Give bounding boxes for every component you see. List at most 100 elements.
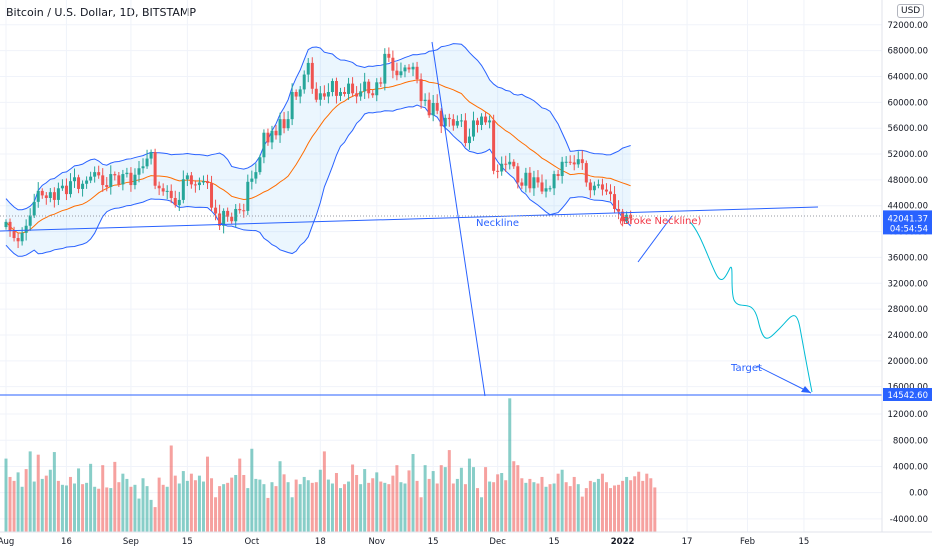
volume-bar xyxy=(338,488,342,532)
volume-bar xyxy=(439,465,443,532)
volume-bar xyxy=(218,486,222,532)
volume-bar xyxy=(645,473,649,532)
volume-bar xyxy=(480,497,484,532)
volume-bar xyxy=(371,478,375,532)
volume-bar xyxy=(330,483,334,532)
upper-band xyxy=(5,43,631,211)
price-tick-label: 32000.00 xyxy=(887,279,928,289)
annotations: Neckline (Broke Neckline) Target xyxy=(0,41,882,397)
volume-bar xyxy=(355,474,359,532)
volume-bar xyxy=(222,484,226,532)
volume-bar xyxy=(459,467,463,532)
volume-bar xyxy=(415,480,419,532)
candle-body xyxy=(52,192,56,200)
candle-body xyxy=(214,207,218,214)
volume-bar xyxy=(234,474,238,532)
volume-bar xyxy=(302,476,306,532)
volume-bar xyxy=(641,480,645,532)
time-tick-label: Nov xyxy=(368,537,385,547)
volume-bar xyxy=(488,481,492,532)
price-tick-label: 24000.00 xyxy=(887,331,928,341)
price-tick-label: 60000.00 xyxy=(887,98,928,108)
volume-bar xyxy=(383,482,387,532)
time-tick-label: 16 xyxy=(61,537,72,547)
volume-bar xyxy=(592,482,596,532)
volume-bar xyxy=(633,476,637,532)
volume-bar xyxy=(588,480,592,532)
volume-bars xyxy=(4,398,657,532)
volume-bar xyxy=(524,482,528,532)
volume-bar xyxy=(129,486,133,532)
candle-body xyxy=(480,116,484,125)
target-price-tag xyxy=(883,388,932,401)
volume-bar xyxy=(165,486,169,532)
candle-body xyxy=(334,81,338,96)
chart-title: Bitcoin / U.S. Dollar, 1D, BITSTAMP xyxy=(6,6,196,19)
bollinger-bands xyxy=(5,43,632,257)
candle-body xyxy=(391,57,395,71)
candle-body xyxy=(536,177,540,183)
volume-bar xyxy=(560,469,564,532)
candle-body xyxy=(455,121,459,126)
volume-bar xyxy=(177,483,181,532)
volume-bar xyxy=(596,478,600,532)
candle-body xyxy=(177,199,181,206)
volume-bar xyxy=(113,461,117,532)
volume-tick-label: 4000.00 xyxy=(893,462,928,472)
volume-bar xyxy=(548,484,552,532)
broke-neckline-label: (Broke Neckline) xyxy=(619,216,702,227)
candle-body xyxy=(201,181,205,183)
time-tick-label: Dec xyxy=(489,537,506,547)
volume-bar xyxy=(101,465,105,532)
candle-body xyxy=(242,210,246,212)
volume-bar xyxy=(145,486,149,532)
candle-body xyxy=(189,175,193,185)
volume-bar xyxy=(540,476,544,532)
candle-body xyxy=(500,163,504,172)
volume-tick-label: 12000.00 xyxy=(887,410,928,420)
volume-bar xyxy=(343,484,347,532)
candle-body xyxy=(238,208,242,211)
volume-bar xyxy=(508,398,512,532)
candle-body xyxy=(524,172,528,186)
candle-body xyxy=(230,216,234,222)
candle-body xyxy=(101,175,105,186)
candle-body xyxy=(153,152,157,186)
candle-body xyxy=(44,195,48,198)
price-tick-label: 52000.00 xyxy=(887,150,928,160)
volume-bar xyxy=(294,479,298,532)
candle-body xyxy=(560,161,564,177)
volume-bar xyxy=(77,468,81,532)
volume-bar xyxy=(93,486,97,532)
volume-bar xyxy=(653,487,657,532)
time-tick-label: Feb xyxy=(740,537,755,547)
current-price-value: 42041.37 xyxy=(887,214,928,224)
candle-body xyxy=(117,175,121,185)
volume-bar xyxy=(423,465,427,532)
time-tick-label: Sep xyxy=(123,537,139,547)
volume-bar xyxy=(532,482,536,532)
volume-bar xyxy=(395,465,399,532)
candle-body xyxy=(262,132,266,158)
time-tick-label: 15 xyxy=(799,537,810,547)
volume-bar xyxy=(584,488,588,532)
volume-bar xyxy=(52,452,56,532)
candle-body xyxy=(8,221,12,231)
volume-bar xyxy=(568,486,572,532)
price-tick-label: 68000.00 xyxy=(887,47,928,57)
candle-body xyxy=(20,232,24,242)
candle-body xyxy=(508,161,512,165)
candle-body xyxy=(363,81,367,92)
volume-bar xyxy=(419,497,423,532)
volume-bar xyxy=(214,497,218,532)
candle-body xyxy=(540,182,544,192)
candle-body xyxy=(564,161,568,163)
volume-bar xyxy=(625,476,629,532)
candle-body xyxy=(367,81,371,94)
currency-badge[interactable]: USD xyxy=(897,4,925,18)
volume-bar xyxy=(105,487,109,532)
candle-body xyxy=(419,79,423,102)
candle-body xyxy=(439,110,443,127)
candle-body xyxy=(351,83,355,94)
